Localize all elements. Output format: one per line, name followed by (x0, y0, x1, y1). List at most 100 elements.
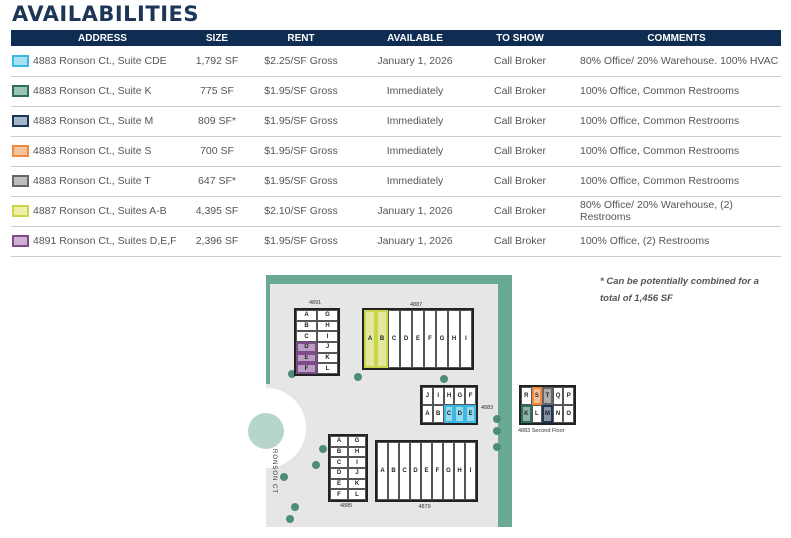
size-cell: 700 SF (194, 136, 240, 167)
table-row: 4891 Ronson Ct., Suites D,E,F 2,396 SF $… (11, 226, 781, 257)
suite-color-swatch (12, 115, 29, 128)
unit-e: E (296, 352, 317, 364)
unit-j: J (317, 341, 338, 353)
to-show-cell: Call Broker (468, 196, 572, 227)
unit-g: G (454, 387, 466, 405)
unit-c: C (296, 331, 317, 342)
unit-s: S (531, 387, 543, 405)
unit-d: D (296, 341, 317, 353)
unit-i: I (465, 442, 476, 500)
to-show-cell: Call Broker (468, 136, 572, 167)
comments-cell: 80% Office/ 20% Warehouse. 100% HVAC (572, 46, 781, 77)
comments-cell: 100% Office, Common Restrooms (572, 106, 781, 137)
unit-a: A (364, 310, 376, 368)
header-address: ADDRESS (11, 30, 194, 46)
unit-k: K (348, 478, 366, 490)
available-cell: January 1, 2026 (362, 46, 468, 77)
unit-d: D (400, 310, 412, 368)
to-show-cell: Call Broker (468, 106, 572, 137)
address-cell: 4883 Ronson Ct., Suite M (11, 106, 194, 137)
rent-cell: $1.95/SF Gross (240, 106, 362, 137)
table-row: 4883 Ronson Ct., Suite CDE 1,792 SF $2.2… (11, 46, 781, 77)
table-row: 4883 Ronson Ct., Suite S 700 SF $1.95/SF… (11, 136, 781, 167)
street-label: RONSON CT (271, 449, 277, 494)
address-cell: 4883 Ronson Ct., Suite K (11, 76, 194, 107)
available-cell: January 1, 2026 (362, 196, 468, 227)
size-cell: 2,396 SF (194, 226, 240, 257)
unit-b: B (388, 442, 399, 500)
unit-a: A (296, 310, 317, 321)
page-title: AVAILABILITIES (12, 2, 199, 26)
unit-p: P (563, 387, 574, 405)
header-available: AVAILABLE (362, 30, 468, 46)
landscape-strip (498, 275, 512, 527)
unit-i: I (348, 457, 366, 468)
available-cell: Immediately (362, 166, 468, 197)
unit-c: C (399, 442, 410, 500)
unit-l: L (317, 363, 338, 374)
rent-cell: $1.95/SF Gross (240, 76, 362, 107)
table-header: ADDRESS SIZE RENT AVAILABLE TO SHOW COMM… (11, 30, 781, 46)
unit-b: B (432, 405, 444, 423)
unit-g: G (317, 310, 338, 321)
size-cell: 775 SF (194, 76, 240, 107)
to-show-cell: Call Broker (468, 226, 572, 257)
building-label: 4883 Second Floor (518, 428, 565, 434)
unit-a: A (377, 442, 388, 500)
unit-h: H (454, 442, 465, 500)
available-cell: January 1, 2026 (362, 226, 468, 257)
unit-c: C (443, 405, 455, 423)
suite-color-swatch (12, 54, 29, 67)
comments-cell: 100% Office, Common Restrooms (572, 76, 781, 107)
to-show-cell: Call Broker (468, 46, 572, 77)
suite-color-swatch (12, 145, 29, 158)
building-label: 4887 (410, 302, 423, 308)
unit-i: I (432, 387, 444, 405)
unit-h: H (348, 446, 366, 458)
table-row: 4883 Ronson Ct., Suite T 647 SF* $1.95/S… (11, 166, 781, 197)
unit-n: N (552, 405, 564, 423)
unit-d: D (330, 467, 348, 479)
building-label: 4885 (340, 503, 353, 509)
rent-cell: $1.95/SF Gross (240, 166, 362, 197)
to-show-cell: Call Broker (468, 76, 572, 107)
available-cell: Immediately (362, 136, 468, 167)
rent-cell: $1.95/SF Gross (240, 136, 362, 167)
unit-r: R (521, 387, 532, 405)
size-cell: 647 SF* (194, 166, 240, 197)
suite-color-swatch (12, 85, 29, 98)
building-label: 4891 (309, 300, 322, 306)
unit-h: H (443, 387, 455, 405)
to-show-cell: Call Broker (468, 166, 572, 197)
footnote-line: total of 1,456 SF (600, 293, 673, 304)
address-cell: 4887 Ronson Ct., Suites A-B (11, 196, 194, 227)
unit-f: F (432, 442, 443, 500)
footnote: * Can be potentially combined for a tota… (600, 273, 759, 307)
unit-j: J (348, 467, 366, 479)
building-label: 4879 (418, 504, 431, 510)
building-label: 4883 (481, 405, 494, 411)
table-row: 4883 Ronson Ct., Suite M 809 SF* $1.95/S… (11, 106, 781, 137)
unit-m: M (542, 405, 553, 423)
available-cell: Immediately (362, 106, 468, 137)
landscape-strip (266, 275, 512, 284)
address: 4883 Ronson Ct., Suite S (33, 144, 152, 157)
landscape-strip (266, 284, 270, 384)
size-cell: 1,792 SF (194, 46, 240, 77)
table-row: 4883 Ronson Ct., Suite K 775 SF $1.95/SF… (11, 76, 781, 107)
unit-c: C (388, 310, 400, 368)
unit-g: G (443, 442, 454, 500)
header-rent: RENT (240, 30, 362, 46)
comments-cell: 100% Office, Common Restrooms (572, 136, 781, 167)
available-cell: Immediately (362, 76, 468, 107)
unit-b: B (330, 446, 348, 458)
unit-d: D (454, 405, 466, 423)
comments-cell: 80% Office/ 20% Warehouse, (2) Restrooms (572, 196, 781, 227)
suite-color-swatch (12, 205, 29, 218)
unit-t: T (542, 387, 553, 405)
unit-a: A (330, 436, 348, 447)
